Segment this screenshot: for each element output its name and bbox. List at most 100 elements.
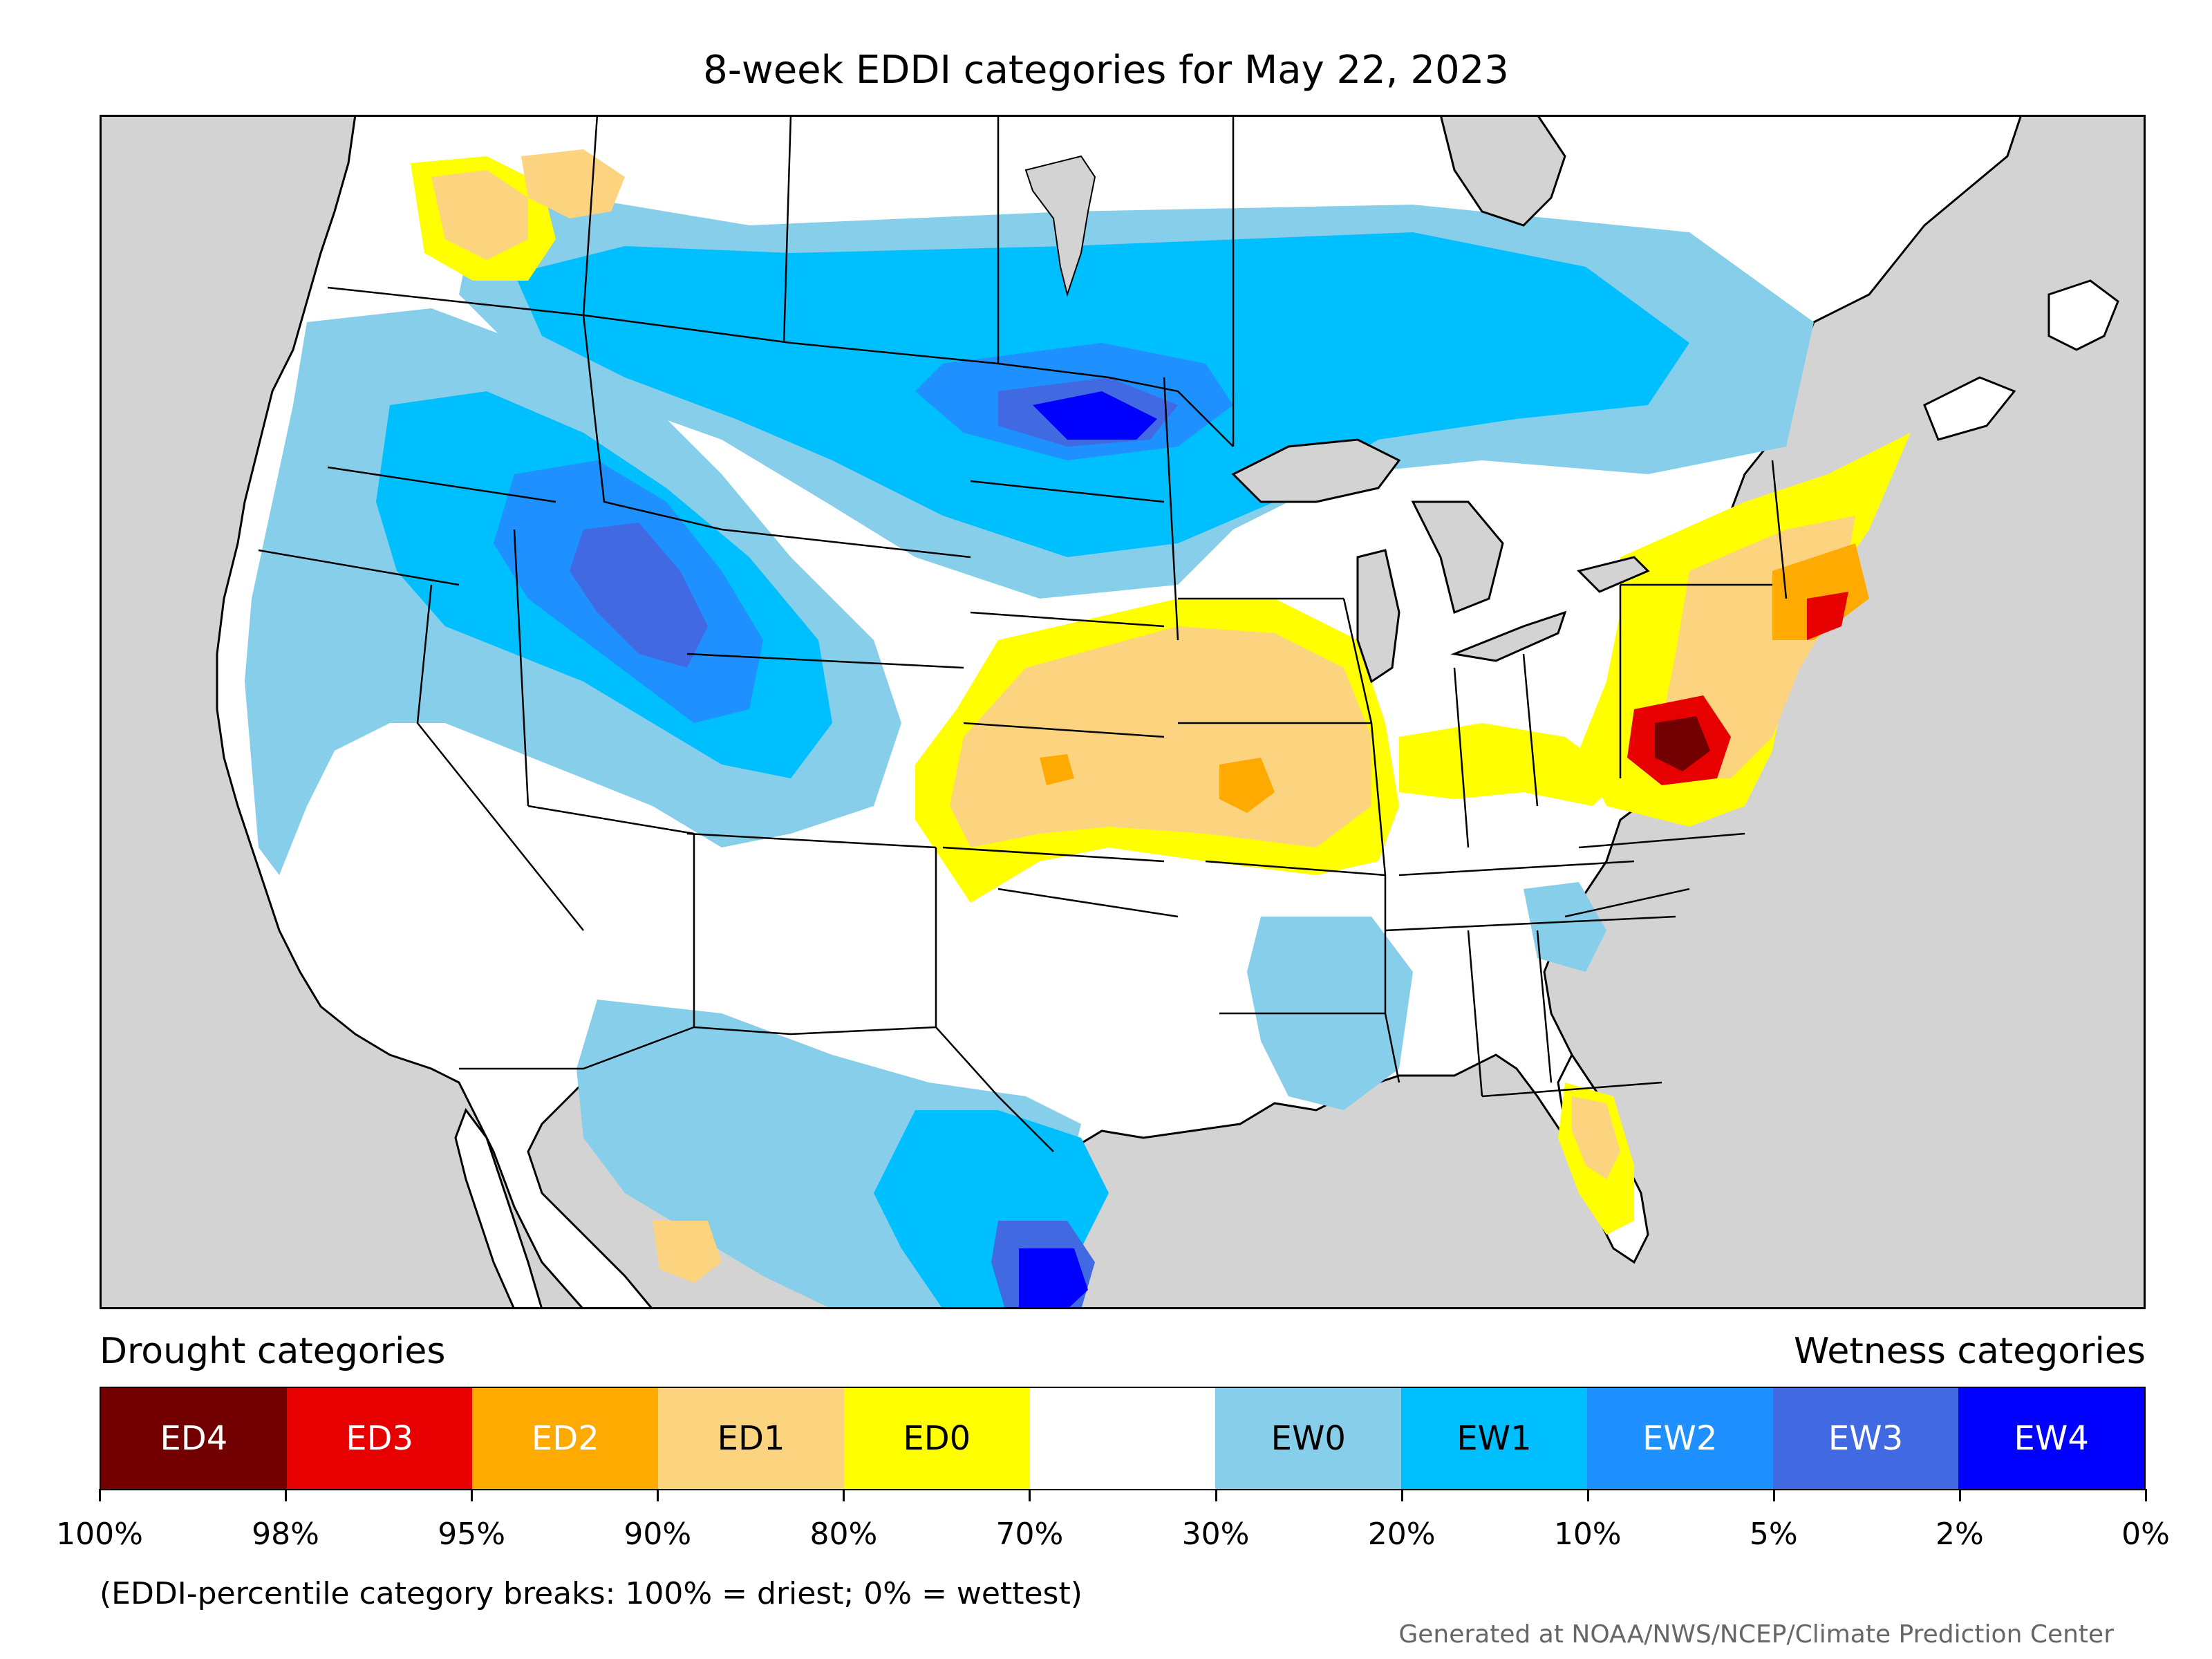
- state-line-gulf-fl: [1481, 1081, 1662, 1098]
- colorbar-tick-labels: 100% 98% 95% 90% 80% 70% 30% 20% 10% 5% 2% 0%: [56, 1514, 2170, 1555]
- dry-plains-ed2-a: [1219, 758, 1275, 813]
- state-line-wa-or: [327, 466, 556, 503]
- colorbar-tick: [657, 1489, 659, 1501]
- eddi-shading: [245, 149, 1911, 1309]
- lake-michigan: [1356, 549, 1400, 684]
- state-line-nc-sc: [1564, 888, 1690, 918]
- drought-categories-title: Drought categories: [100, 1331, 446, 1372]
- state-line-nv-ut: [513, 529, 529, 807]
- dry-florida-ed1: [1572, 1096, 1620, 1179]
- state-line-ky-tn: [1398, 860, 1635, 877]
- wet-band-north-ew4: [1033, 391, 1157, 440]
- tick-label: 70%: [995, 1517, 1064, 1552]
- dry-ohio-ed0: [1399, 723, 1620, 806]
- category-colorbar: ED4 ED3 ED2 ED1 ED0 EW0 EW1 EW2 EW3 EW4: [100, 1387, 2146, 1490]
- state-line-id-mt: [582, 315, 722, 531]
- canada-provinces-border-1: [582, 115, 599, 316]
- land-nova-scotia: [1923, 376, 2016, 441]
- tick-label: 95%: [438, 1517, 506, 1552]
- state-line-va-nc: [1578, 832, 1745, 849]
- category-box-ew0: EW0: [1215, 1388, 1402, 1489]
- state-line-oktx: [997, 888, 1179, 918]
- state-line-sdne: [970, 611, 1165, 628]
- canada-provinces-border-2: [782, 115, 792, 344]
- dry-virginia-ed4: [1655, 716, 1710, 771]
- colorbar-tick: [1215, 1489, 1217, 1501]
- tick-label: 10%: [1553, 1517, 1622, 1552]
- colorbar-tick: [1958, 1489, 1961, 1501]
- wet-west-ew3: [570, 523, 708, 668]
- colorbar-ticks: [99, 1489, 2147, 1503]
- state-line-ca-nv: [416, 584, 584, 931]
- tick-label: 20%: [1367, 1517, 1436, 1552]
- colorbar-tick: [285, 1489, 288, 1501]
- category-box-ew3: EW3: [1772, 1388, 1959, 1489]
- tick-label: 5%: [1749, 1517, 1798, 1552]
- colorbar-tick: [1400, 1489, 1403, 1501]
- political-boundaries: [258, 115, 1788, 1152]
- dry-northeast-ed2: [1772, 543, 1869, 640]
- state-line-mt-wy: [721, 528, 971, 559]
- dry-northeast-ed3: [1807, 592, 1848, 640]
- state-line-al-ga: [1536, 930, 1553, 1083]
- category-box-ed0: ED0: [843, 1388, 1030, 1489]
- great-lakes: [1024, 115, 1650, 684]
- state-line-or-ca: [258, 549, 460, 586]
- category-break-note: (EDDI-percentile category breaks: 100% =…: [100, 1576, 1082, 1611]
- state-line-mo-ar: [1205, 860, 1386, 877]
- category-box-ed1: ED1: [658, 1388, 844, 1489]
- state-line-ndsd: [970, 480, 1165, 503]
- wet-texas-ew4: [1019, 1248, 1088, 1309]
- state-line-ms-al: [1467, 930, 1483, 1097]
- category-box-ew4: EW4: [1958, 1388, 2145, 1489]
- dry-plains-ed2-b: [1040, 754, 1074, 785]
- hudson-bay-edge: [1439, 115, 1566, 227]
- dry-idaho-ed1: [521, 149, 625, 218]
- credit-text: Generated at NOAA/NWS/NCEP/Climate Predi…: [1398, 1620, 2114, 1649]
- tick-label: 0%: [2121, 1517, 2170, 1552]
- state-line-ms-river: [1342, 598, 1400, 1083]
- state-line-ksok: [942, 846, 1165, 863]
- colorbar-tick: [843, 1489, 845, 1501]
- state-line-in-oh: [1522, 653, 1539, 807]
- lake-erie: [1450, 610, 1567, 662]
- lake-huron: [1411, 500, 1504, 615]
- state-line-wy-co: [686, 653, 964, 669]
- tick-label: 30%: [1181, 1517, 1250, 1552]
- state-line-ut-az: [527, 805, 695, 835]
- colorbar-tick: [1772, 1489, 1775, 1501]
- tick-label: 90%: [624, 1517, 692, 1552]
- category-box-ed2: ED2: [472, 1388, 659, 1489]
- category-box-ew2: EW2: [1586, 1388, 1773, 1489]
- map-title: 8-week EDDI categories for May 22, 2023: [703, 48, 1509, 93]
- map-frame: [100, 115, 2146, 1309]
- us-mexico-border: [459, 1026, 1054, 1152]
- land-newfoundland: [2047, 279, 2119, 351]
- dry-pnw-ed1: [431, 170, 528, 260]
- colorbar-tick: [2145, 1489, 2147, 1501]
- colorbar-tick: [1029, 1489, 1031, 1501]
- colorbar-tick: [471, 1489, 474, 1501]
- category-box-neutral: [1029, 1388, 1216, 1489]
- state-line-co-nm: [686, 832, 937, 849]
- wet-carolina-ew0: [1524, 882, 1606, 972]
- dry-sw-ed1: [653, 1221, 722, 1283]
- land-baja: [454, 1107, 543, 1309]
- tick-label: 2%: [1936, 1517, 1984, 1552]
- lake-superior: [1231, 438, 1401, 503]
- state-line-il-in: [1453, 667, 1470, 848]
- tick-label: 80%: [809, 1517, 878, 1552]
- tick-label: 98%: [252, 1517, 319, 1552]
- lake-ontario: [1577, 556, 1650, 593]
- category-box-ed3: ED3: [286, 1388, 473, 1489]
- tick-label: 100%: [56, 1517, 143, 1552]
- colorbar-tick: [99, 1489, 101, 1501]
- eddi-map: [100, 115, 2146, 1309]
- lake-winnipeg: [1024, 155, 1096, 297]
- category-box-ew1: EW1: [1401, 1388, 1587, 1489]
- colorbar-tick: [1586, 1489, 1589, 1501]
- state-line-tn-ms-al-ga: [1385, 915, 1676, 932]
- category-box-ed4: ED4: [101, 1388, 287, 1489]
- state-line-neks: [963, 722, 1165, 738]
- state-line-new-england: [1771, 460, 1788, 599]
